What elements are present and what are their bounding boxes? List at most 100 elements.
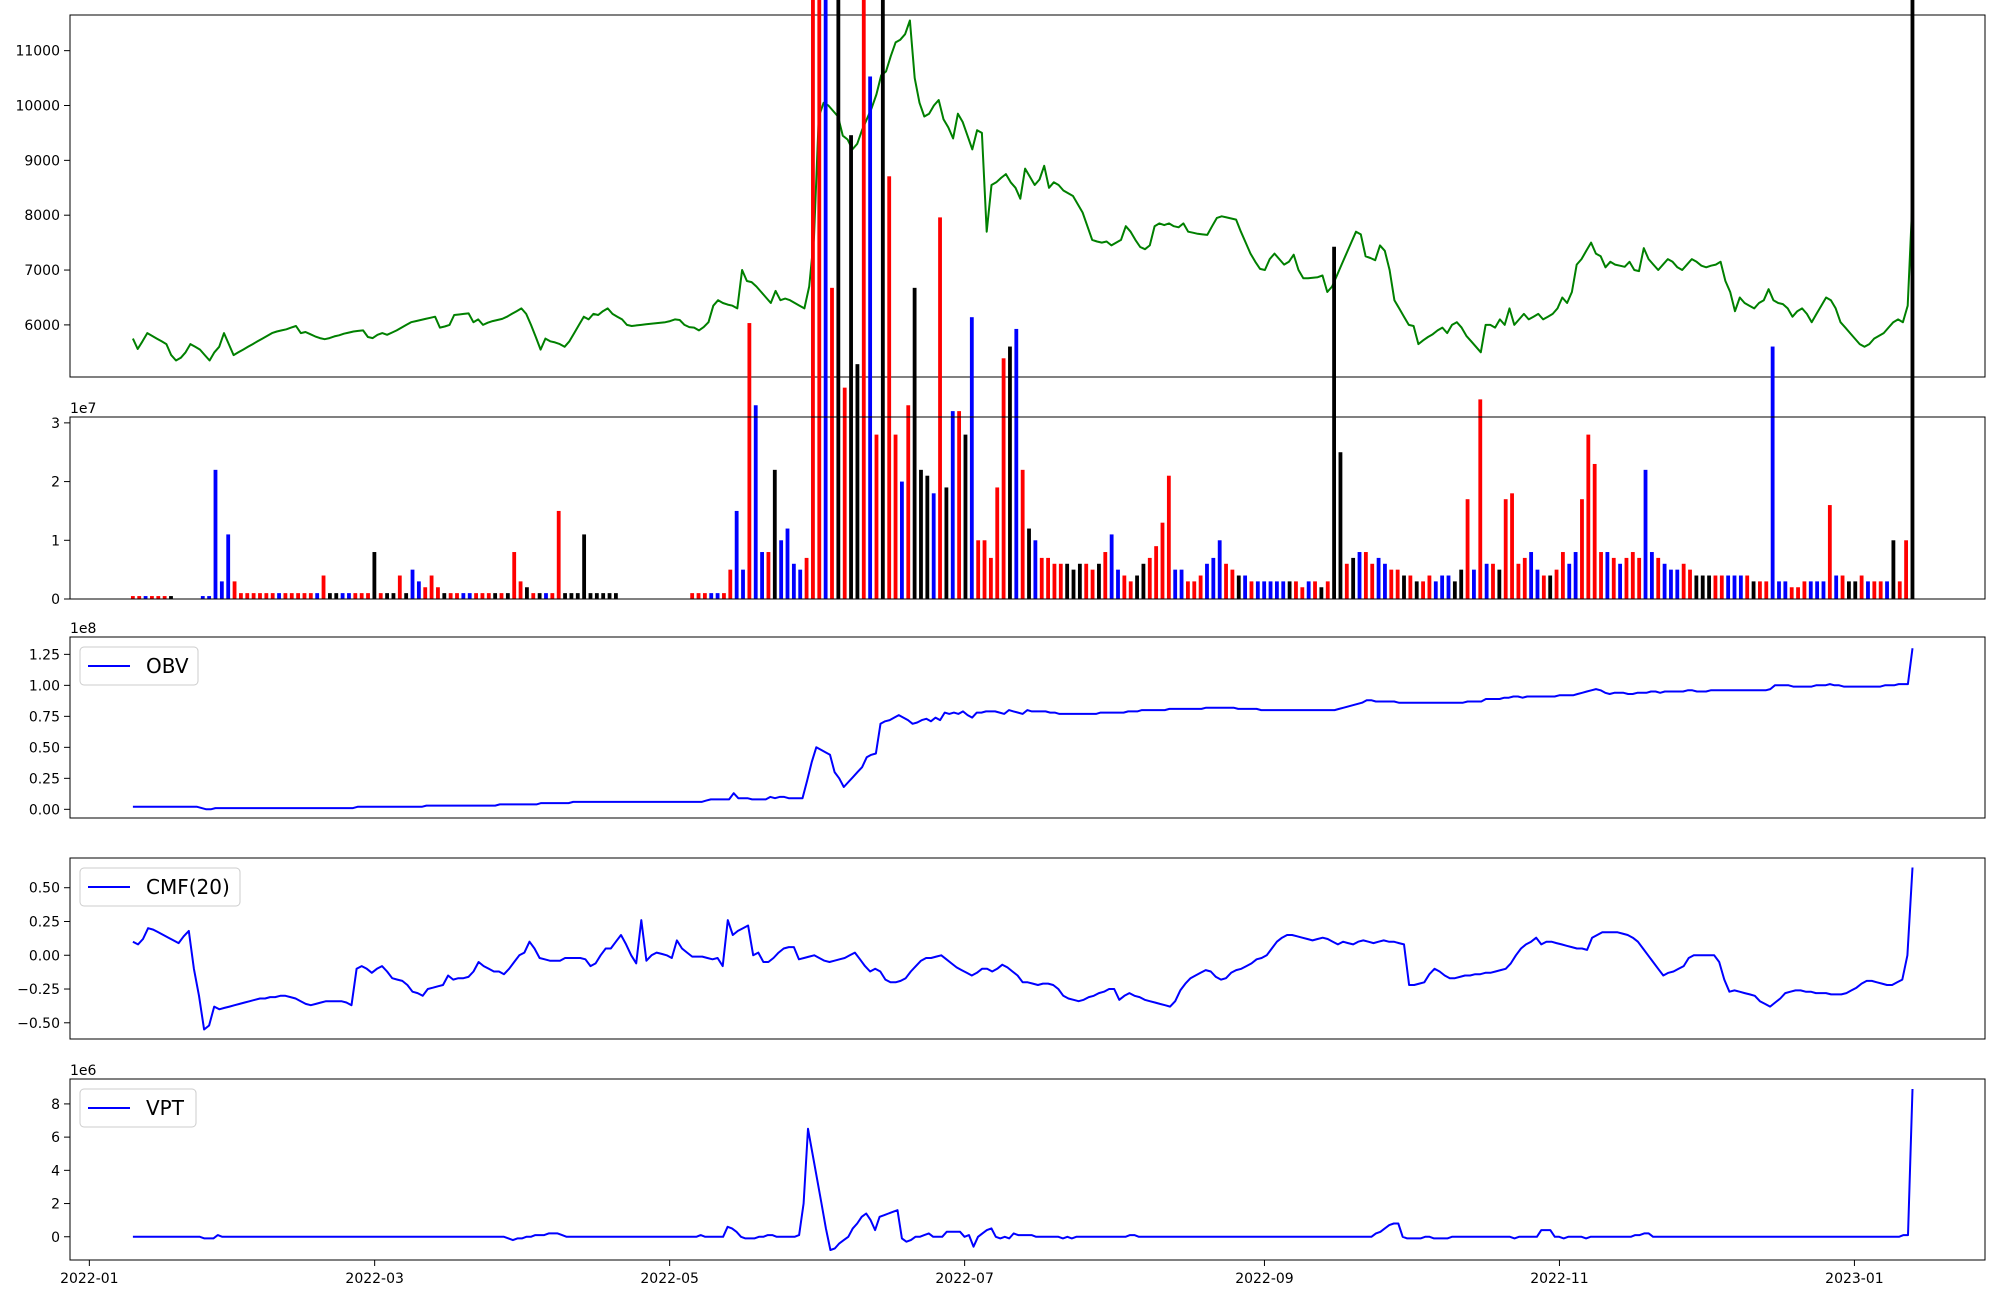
volume-bar: [932, 493, 936, 599]
volume-bar: [1103, 552, 1107, 599]
volume-bar: [423, 587, 427, 599]
vpt-ytick-label: 2: [51, 1197, 60, 1213]
volume-bar: [836, 0, 840, 599]
volume-bar: [1478, 399, 1482, 599]
volume-bar: [531, 593, 535, 599]
volume-bar: [944, 487, 948, 599]
volume-bar: [1599, 552, 1603, 599]
volume-bar: [1459, 570, 1463, 599]
volume-bar: [1021, 470, 1025, 599]
volume-bar: [1008, 347, 1012, 599]
volume-bar: [1408, 576, 1412, 599]
volume-bar: [1110, 534, 1114, 599]
volume-bar: [862, 0, 866, 599]
volume-bar: [322, 576, 326, 599]
volume-bar: [1351, 558, 1355, 599]
volume-bar: [1084, 564, 1088, 599]
volume-bar: [1122, 576, 1126, 599]
obv-legend: OBV: [80, 647, 198, 685]
volume-bar: [398, 576, 402, 599]
volume-bar: [1707, 576, 1711, 599]
volume-bar: [1491, 564, 1495, 599]
volume-bar: [1250, 581, 1254, 599]
volume-bar: [1523, 558, 1527, 599]
volume-bar: [1497, 570, 1501, 599]
volume-bar: [1536, 570, 1540, 599]
volume-bar: [544, 593, 548, 599]
volume-bar: [983, 540, 987, 599]
volume-bar: [315, 593, 319, 599]
volume-bar: [1847, 581, 1851, 599]
volume-bar: [1072, 570, 1076, 599]
volume-bar: [1517, 564, 1521, 599]
volume-bar: [1453, 581, 1457, 599]
volume-bar: [1650, 552, 1654, 599]
cmf-ytick-label: 0.50: [29, 881, 60, 897]
volume-bar: [1065, 564, 1069, 599]
volume-bar: [461, 593, 465, 599]
volume-bar: [1396, 570, 1400, 599]
volume-bar: [875, 435, 879, 599]
volume-bar: [1777, 581, 1781, 599]
volume-bar: [366, 593, 370, 599]
volume-bar: [1230, 570, 1234, 599]
volume-bar: [1326, 581, 1330, 599]
volume-bar: [1822, 581, 1826, 599]
volume-bar: [970, 317, 974, 599]
volume-bar: [989, 558, 993, 599]
xtick-label: 2022-01: [60, 1271, 119, 1287]
obv-ytick-label: 0.25: [29, 771, 60, 787]
price-ytick-label: 8000: [24, 208, 60, 224]
volume-bar: [1237, 576, 1241, 599]
volume-ytick-label: 3: [51, 416, 60, 432]
volume-bar: [1167, 476, 1171, 599]
volume-bar: [830, 288, 834, 599]
volume-bar: [595, 593, 599, 599]
volume-bar: [214, 470, 218, 599]
volume-bar: [1053, 564, 1057, 599]
price-plot-area: 6000 7000 8000 9000 10000 11000: [15, 21, 1912, 361]
volume-bar: [1644, 470, 1648, 599]
volume-bar: [1904, 540, 1908, 599]
volume-bar: [1669, 570, 1673, 599]
volume-bar: [754, 405, 758, 599]
volume-bar: [538, 593, 542, 599]
volume-bar: [1701, 576, 1705, 599]
volume-bar: [1142, 564, 1146, 599]
volume-bar: [1033, 540, 1037, 599]
volume-bar: [1618, 564, 1622, 599]
vpt-legend-label: VPT: [146, 1096, 185, 1120]
volume-bar: [1402, 576, 1406, 599]
volume-bar: [1294, 581, 1298, 599]
volume-bar: [1014, 329, 1018, 599]
volume-bar: [1275, 581, 1279, 599]
obv-ytick-label: 0.50: [29, 740, 60, 756]
volume-bar: [1288, 581, 1292, 599]
volume-bar: [906, 405, 910, 599]
volume-bar: [805, 558, 809, 599]
volume-bar: [1745, 576, 1749, 599]
volume-bar: [1059, 564, 1063, 599]
cmf-ytick-label: −0.50: [17, 1016, 60, 1032]
volume-bar: [1192, 581, 1196, 599]
volume-bar: [1377, 558, 1381, 599]
xtick-label: 2022-05: [640, 1271, 699, 1287]
xtick-label: 2023-01: [1825, 1271, 1884, 1287]
volume-bar: [353, 593, 357, 599]
volume-bar: [1803, 581, 1807, 599]
volume-bar: [798, 570, 802, 599]
volume-bar: [1656, 558, 1660, 599]
volume-bar: [481, 593, 485, 599]
volume-bar: [283, 593, 287, 599]
volume-bar: [1593, 464, 1597, 599]
volume-bar: [385, 593, 389, 599]
volume-bar: [767, 552, 771, 599]
price-ytick-label: 7000: [24, 263, 60, 279]
price-ytick-label: 6000: [24, 318, 60, 334]
volume-bar: [786, 529, 790, 599]
volume-bar: [1358, 552, 1362, 599]
volume-bar: [277, 593, 281, 599]
volume-bar: [1771, 347, 1775, 599]
volume-bar: [964, 435, 968, 599]
volume-bar: [951, 411, 955, 599]
